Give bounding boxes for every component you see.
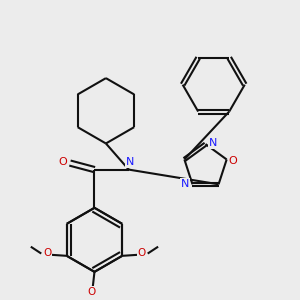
Text: O: O: [229, 156, 238, 166]
Text: O: O: [43, 248, 51, 258]
Text: O: O: [58, 158, 67, 167]
Text: O: O: [138, 248, 146, 258]
Text: O: O: [88, 287, 96, 297]
Text: N: N: [208, 139, 217, 148]
Text: N: N: [181, 179, 190, 189]
Text: N: N: [126, 158, 134, 167]
